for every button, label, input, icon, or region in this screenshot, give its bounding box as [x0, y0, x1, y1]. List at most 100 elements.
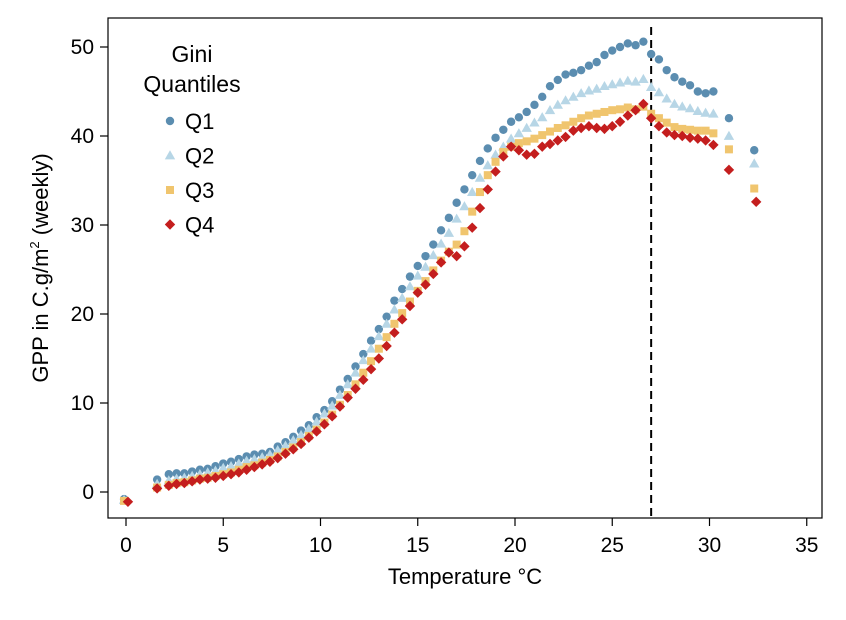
data-point: [358, 374, 369, 386]
data-point: [468, 207, 477, 216]
data-point: [693, 87, 703, 96]
data-point: [326, 411, 338, 422]
data-point: [249, 453, 260, 463]
data-point: [436, 226, 446, 235]
data-point: [420, 261, 431, 271]
data-point: [552, 135, 563, 146]
data-point: [218, 462, 229, 472]
data-point: [365, 343, 377, 353]
data-point: [420, 279, 431, 290]
data-point: [381, 318, 392, 328]
data-point: [334, 389, 346, 399]
data-point: [568, 91, 579, 101]
data-point: [366, 336, 376, 345]
data-point: [397, 284, 407, 294]
data-point: [249, 461, 260, 473]
data-point: [591, 122, 602, 134]
data-point: [444, 213, 454, 223]
legend-items: Q1 Q2 Q3 Q4: [164, 109, 214, 238]
series-q4: [122, 98, 762, 507]
data-point: [451, 250, 462, 262]
data-point: [202, 473, 213, 484]
data-point: [475, 188, 484, 197]
data-point: [622, 110, 634, 121]
data-point: [396, 314, 408, 325]
data-point: [684, 132, 696, 143]
data-point: [638, 73, 649, 83]
data-point: [459, 201, 470, 211]
data-point: [607, 79, 618, 89]
data-point: [600, 50, 609, 60]
y-tick-label: 20: [71, 303, 94, 326]
data-point: [701, 89, 710, 98]
data-point: [537, 141, 548, 152]
data-point: [749, 158, 760, 168]
data-point: [631, 41, 640, 50]
data-point: [544, 104, 556, 115]
data-point: [151, 483, 163, 494]
data-point: [428, 250, 439, 260]
data-point: [475, 156, 485, 166]
data-point: [577, 114, 586, 123]
data-point: [373, 331, 385, 341]
data-point: [365, 363, 377, 375]
data-point: [122, 496, 134, 507]
x-tick-label: 25: [601, 534, 624, 557]
data-point: [435, 257, 447, 268]
data-point: [499, 125, 508, 134]
legend-title-line2: Quantiles: [143, 71, 240, 97]
data-point: [303, 423, 315, 433]
data-point: [405, 272, 415, 281]
data-point: [669, 129, 680, 141]
data-point: [404, 281, 416, 291]
data-point: [708, 139, 719, 151]
data-point: [404, 300, 416, 312]
y-tick-label: 30: [71, 214, 94, 237]
data-point: [591, 83, 602, 93]
data-point: [522, 137, 531, 146]
data-point: [295, 429, 307, 439]
data-point: [482, 160, 493, 170]
data-point: [560, 131, 571, 143]
data-point: [350, 367, 361, 377]
data-point: [186, 476, 198, 487]
x-axis-label: Temperature °C: [388, 564, 542, 589]
legend: Gini Quantiles Q1 Q2 Q3 Q4: [143, 41, 240, 238]
y-axis-label-main: GPP in C.g/m: [28, 249, 53, 383]
legend-marker: [164, 219, 176, 230]
data-point: [584, 61, 594, 70]
legend-item-q3: Q3: [166, 178, 214, 203]
data-point: [382, 312, 391, 321]
data-point: [514, 139, 523, 148]
data-point: [583, 121, 595, 132]
data-point: [654, 114, 663, 123]
data-point: [490, 149, 501, 159]
legend-label: Q2: [185, 144, 214, 169]
data-point: [398, 309, 407, 318]
data-point: [358, 355, 369, 365]
data-point: [522, 107, 531, 117]
data-point: [630, 104, 641, 116]
x-tick-label: 15: [406, 534, 429, 557]
y-tick-label: 10: [71, 392, 94, 415]
data-point: [561, 121, 570, 130]
data-point: [303, 432, 315, 443]
data-point: [592, 57, 601, 67]
data-point: [645, 81, 657, 91]
data-point: [382, 333, 391, 342]
data-point: [272, 444, 283, 455]
x-tick-label: 20: [503, 534, 526, 557]
data-point: [233, 467, 245, 478]
data-point: [538, 131, 547, 140]
data-point: [241, 455, 252, 465]
legend-marker: [166, 186, 174, 194]
data-point: [452, 240, 461, 249]
data-point: [709, 87, 718, 96]
data-point: [288, 444, 299, 455]
data-point: [272, 452, 283, 464]
data-point: [552, 99, 563, 109]
data-point: [164, 470, 173, 479]
data-point: [750, 196, 762, 208]
data-point: [483, 171, 492, 180]
